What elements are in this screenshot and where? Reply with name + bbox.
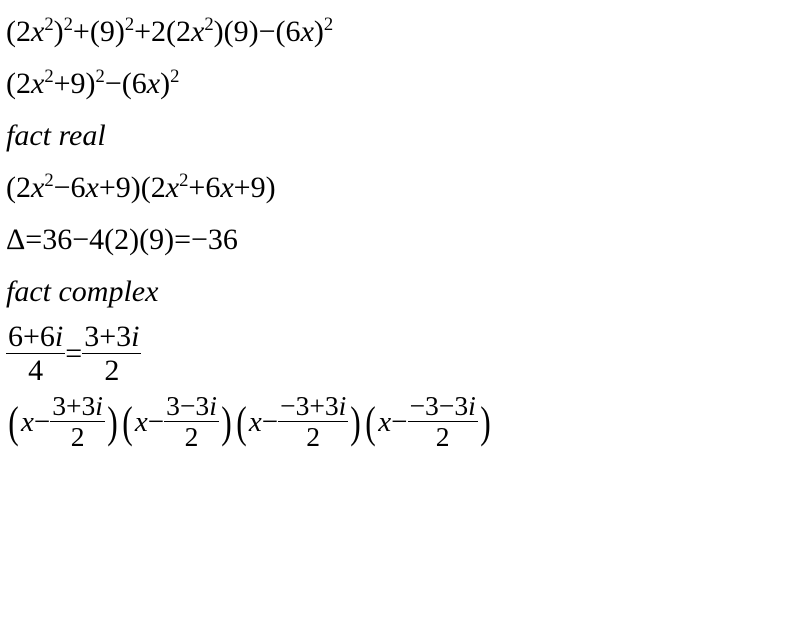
line-1: (2x2)2+(9)2+2(2x2)(9)−(6x)2 bbox=[6, 8, 794, 56]
text: (2 bbox=[6, 67, 31, 100]
sup: 2 bbox=[44, 14, 53, 35]
var-x: x bbox=[31, 67, 44, 100]
var-x: x bbox=[220, 171, 233, 204]
line-8: (x− 3+3i 2 )(x− 3−3i 2 )(x− −3+3i 2 )(x−… bbox=[6, 391, 794, 453]
denominator: 4 bbox=[6, 354, 65, 387]
text: +6 bbox=[188, 171, 220, 204]
minus: − bbox=[391, 399, 407, 445]
var-i: i bbox=[55, 320, 63, 353]
var-x: x bbox=[249, 399, 262, 445]
var-i: i bbox=[339, 390, 347, 421]
var-x: x bbox=[135, 399, 148, 445]
numerator: 3+3 bbox=[84, 320, 131, 353]
fraction: 3+3i 2 bbox=[50, 391, 105, 453]
sup: 2 bbox=[204, 14, 213, 35]
paren: ) bbox=[351, 402, 361, 442]
sup: 2 bbox=[44, 170, 53, 191]
equals: = bbox=[65, 330, 82, 378]
text: Δ=36−4(2)(9)=−36 bbox=[6, 223, 238, 256]
numerator: −3−3 bbox=[410, 390, 469, 421]
text: −(6 bbox=[105, 67, 147, 100]
denominator: 2 bbox=[408, 422, 478, 452]
denominator: 2 bbox=[278, 422, 348, 452]
sup: 2 bbox=[96, 66, 105, 87]
fraction: 3−3i 2 bbox=[164, 391, 219, 453]
text: +9)(2 bbox=[99, 171, 166, 204]
minus: − bbox=[34, 399, 50, 445]
minus: − bbox=[148, 399, 164, 445]
paren: ( bbox=[366, 402, 376, 442]
var-x: x bbox=[301, 15, 314, 48]
var-x: x bbox=[378, 399, 391, 445]
var-i: i bbox=[95, 390, 103, 421]
sup: 2 bbox=[64, 14, 73, 35]
sup: 2 bbox=[324, 14, 333, 35]
var-x: x bbox=[31, 171, 44, 204]
text: fact complex bbox=[6, 275, 158, 308]
var-i: i bbox=[131, 320, 139, 353]
text: +(9) bbox=[73, 15, 125, 48]
fraction: −3−3i 2 bbox=[408, 391, 478, 453]
sup: 2 bbox=[44, 66, 53, 87]
numerator: 3+3 bbox=[52, 390, 95, 421]
var-x: x bbox=[166, 171, 179, 204]
text: (2 bbox=[6, 15, 31, 48]
var-x: x bbox=[86, 171, 99, 204]
var-x: x bbox=[31, 15, 44, 48]
text: ) bbox=[160, 67, 170, 100]
text: fact real bbox=[6, 119, 106, 152]
text: ) bbox=[314, 15, 324, 48]
var-x: x bbox=[147, 67, 160, 100]
text: )(9)−(6 bbox=[214, 15, 301, 48]
text: +9) bbox=[54, 67, 96, 100]
numerator: 6+6 bbox=[8, 320, 55, 353]
fraction-2: 3+3i 2 bbox=[82, 320, 141, 387]
numerator: −3+3 bbox=[280, 390, 339, 421]
paren: ( bbox=[8, 402, 18, 442]
paren: ( bbox=[122, 402, 132, 442]
sup: 2 bbox=[170, 66, 179, 87]
fraction-1: 6+6i 4 bbox=[6, 320, 65, 387]
line-4: (2x2−6x+9)(2x2+6x+9) bbox=[6, 164, 794, 212]
denominator: 2 bbox=[164, 422, 219, 452]
paren: ) bbox=[107, 402, 117, 442]
text: +2(2 bbox=[134, 15, 191, 48]
line-5-delta: Δ=36−4(2)(9)=−36 bbox=[6, 216, 794, 264]
text: (2 bbox=[6, 171, 31, 204]
var-x: x bbox=[191, 15, 204, 48]
text: ) bbox=[54, 15, 64, 48]
line-3-fact-real: fact real bbox=[6, 112, 794, 160]
sup: 2 bbox=[125, 14, 134, 35]
numerator: 3−3 bbox=[166, 390, 209, 421]
paren: ( bbox=[236, 402, 246, 442]
paren: ) bbox=[221, 402, 231, 442]
denominator: 2 bbox=[82, 354, 141, 387]
var-x: x bbox=[21, 399, 34, 445]
text: +9) bbox=[234, 171, 276, 204]
sup: 2 bbox=[179, 170, 188, 191]
line-6-fact-complex: fact complex bbox=[6, 268, 794, 316]
paren: ) bbox=[480, 402, 490, 442]
fraction: −3+3i 2 bbox=[278, 391, 348, 453]
var-i: i bbox=[209, 390, 217, 421]
line-7: 6+6i 4 = 3+3i 2 bbox=[6, 320, 794, 387]
denominator: 2 bbox=[50, 422, 105, 452]
line-2: (2x2+9)2−(6x)2 bbox=[6, 60, 794, 108]
text: −6 bbox=[54, 171, 86, 204]
minus: − bbox=[262, 399, 278, 445]
var-i: i bbox=[468, 390, 476, 421]
